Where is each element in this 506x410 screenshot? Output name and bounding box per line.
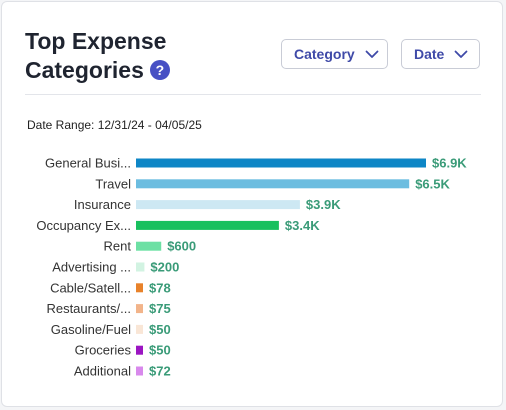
bar[interactable] — [136, 262, 145, 272]
category-label: Cable/Satell... — [50, 280, 131, 295]
category-label: Groceries — [75, 343, 132, 358]
value-label: $200 — [150, 260, 179, 275]
value-label: $50 — [149, 322, 171, 337]
category-label: General Busi... — [45, 156, 131, 171]
bar[interactable] — [136, 345, 143, 355]
header-divider — [25, 94, 481, 95]
bar[interactable] — [136, 366, 143, 376]
category-label: Rent — [104, 239, 132, 254]
bar[interactable] — [136, 304, 143, 314]
bar[interactable] — [136, 283, 143, 293]
category-label: Additional — [74, 364, 131, 379]
value-label: $72 — [149, 364, 171, 379]
category-label: Insurance — [74, 197, 131, 212]
value-label: $6.9K — [432, 156, 467, 171]
category-label: Travel — [95, 176, 131, 191]
date-range-text: Date Range: 12/31/24 - 04/05/25 — [27, 118, 202, 132]
card-title-line2: Categories — [25, 57, 144, 83]
bar[interactable] — [136, 324, 143, 334]
chevron-down-icon — [454, 50, 468, 59]
bar[interactable] — [136, 179, 410, 189]
value-label: $3.9K — [306, 197, 341, 212]
bar[interactable] — [136, 200, 300, 210]
category-dropdown-label: Category — [294, 46, 355, 62]
bar[interactable] — [136, 220, 279, 230]
chevron-down-icon — [365, 50, 379, 59]
card-title-line1: Top Expense — [25, 28, 167, 54]
value-label: $50 — [149, 343, 171, 358]
bar[interactable] — [136, 158, 426, 168]
category-label: Gasoline/Fuel — [51, 322, 131, 337]
date-dropdown[interactable]: Date — [401, 39, 480, 69]
category-label: Advertising ... — [52, 260, 131, 275]
category-dropdown[interactable]: Category — [281, 39, 388, 69]
help-icon[interactable]: ? — [149, 59, 170, 80]
bar[interactable] — [136, 241, 162, 251]
value-label: $600 — [167, 239, 196, 254]
value-label: $6.5K — [415, 176, 450, 191]
card-title: Top Expense Categories? — [25, 27, 170, 85]
date-dropdown-label: Date — [414, 46, 445, 62]
value-label: $75 — [149, 301, 171, 316]
value-label: $3.4K — [285, 218, 320, 233]
category-label: Restaurants/... — [46, 301, 131, 316]
value-label: $78 — [149, 280, 171, 295]
category-label: Occupancy Ex... — [36, 218, 131, 233]
